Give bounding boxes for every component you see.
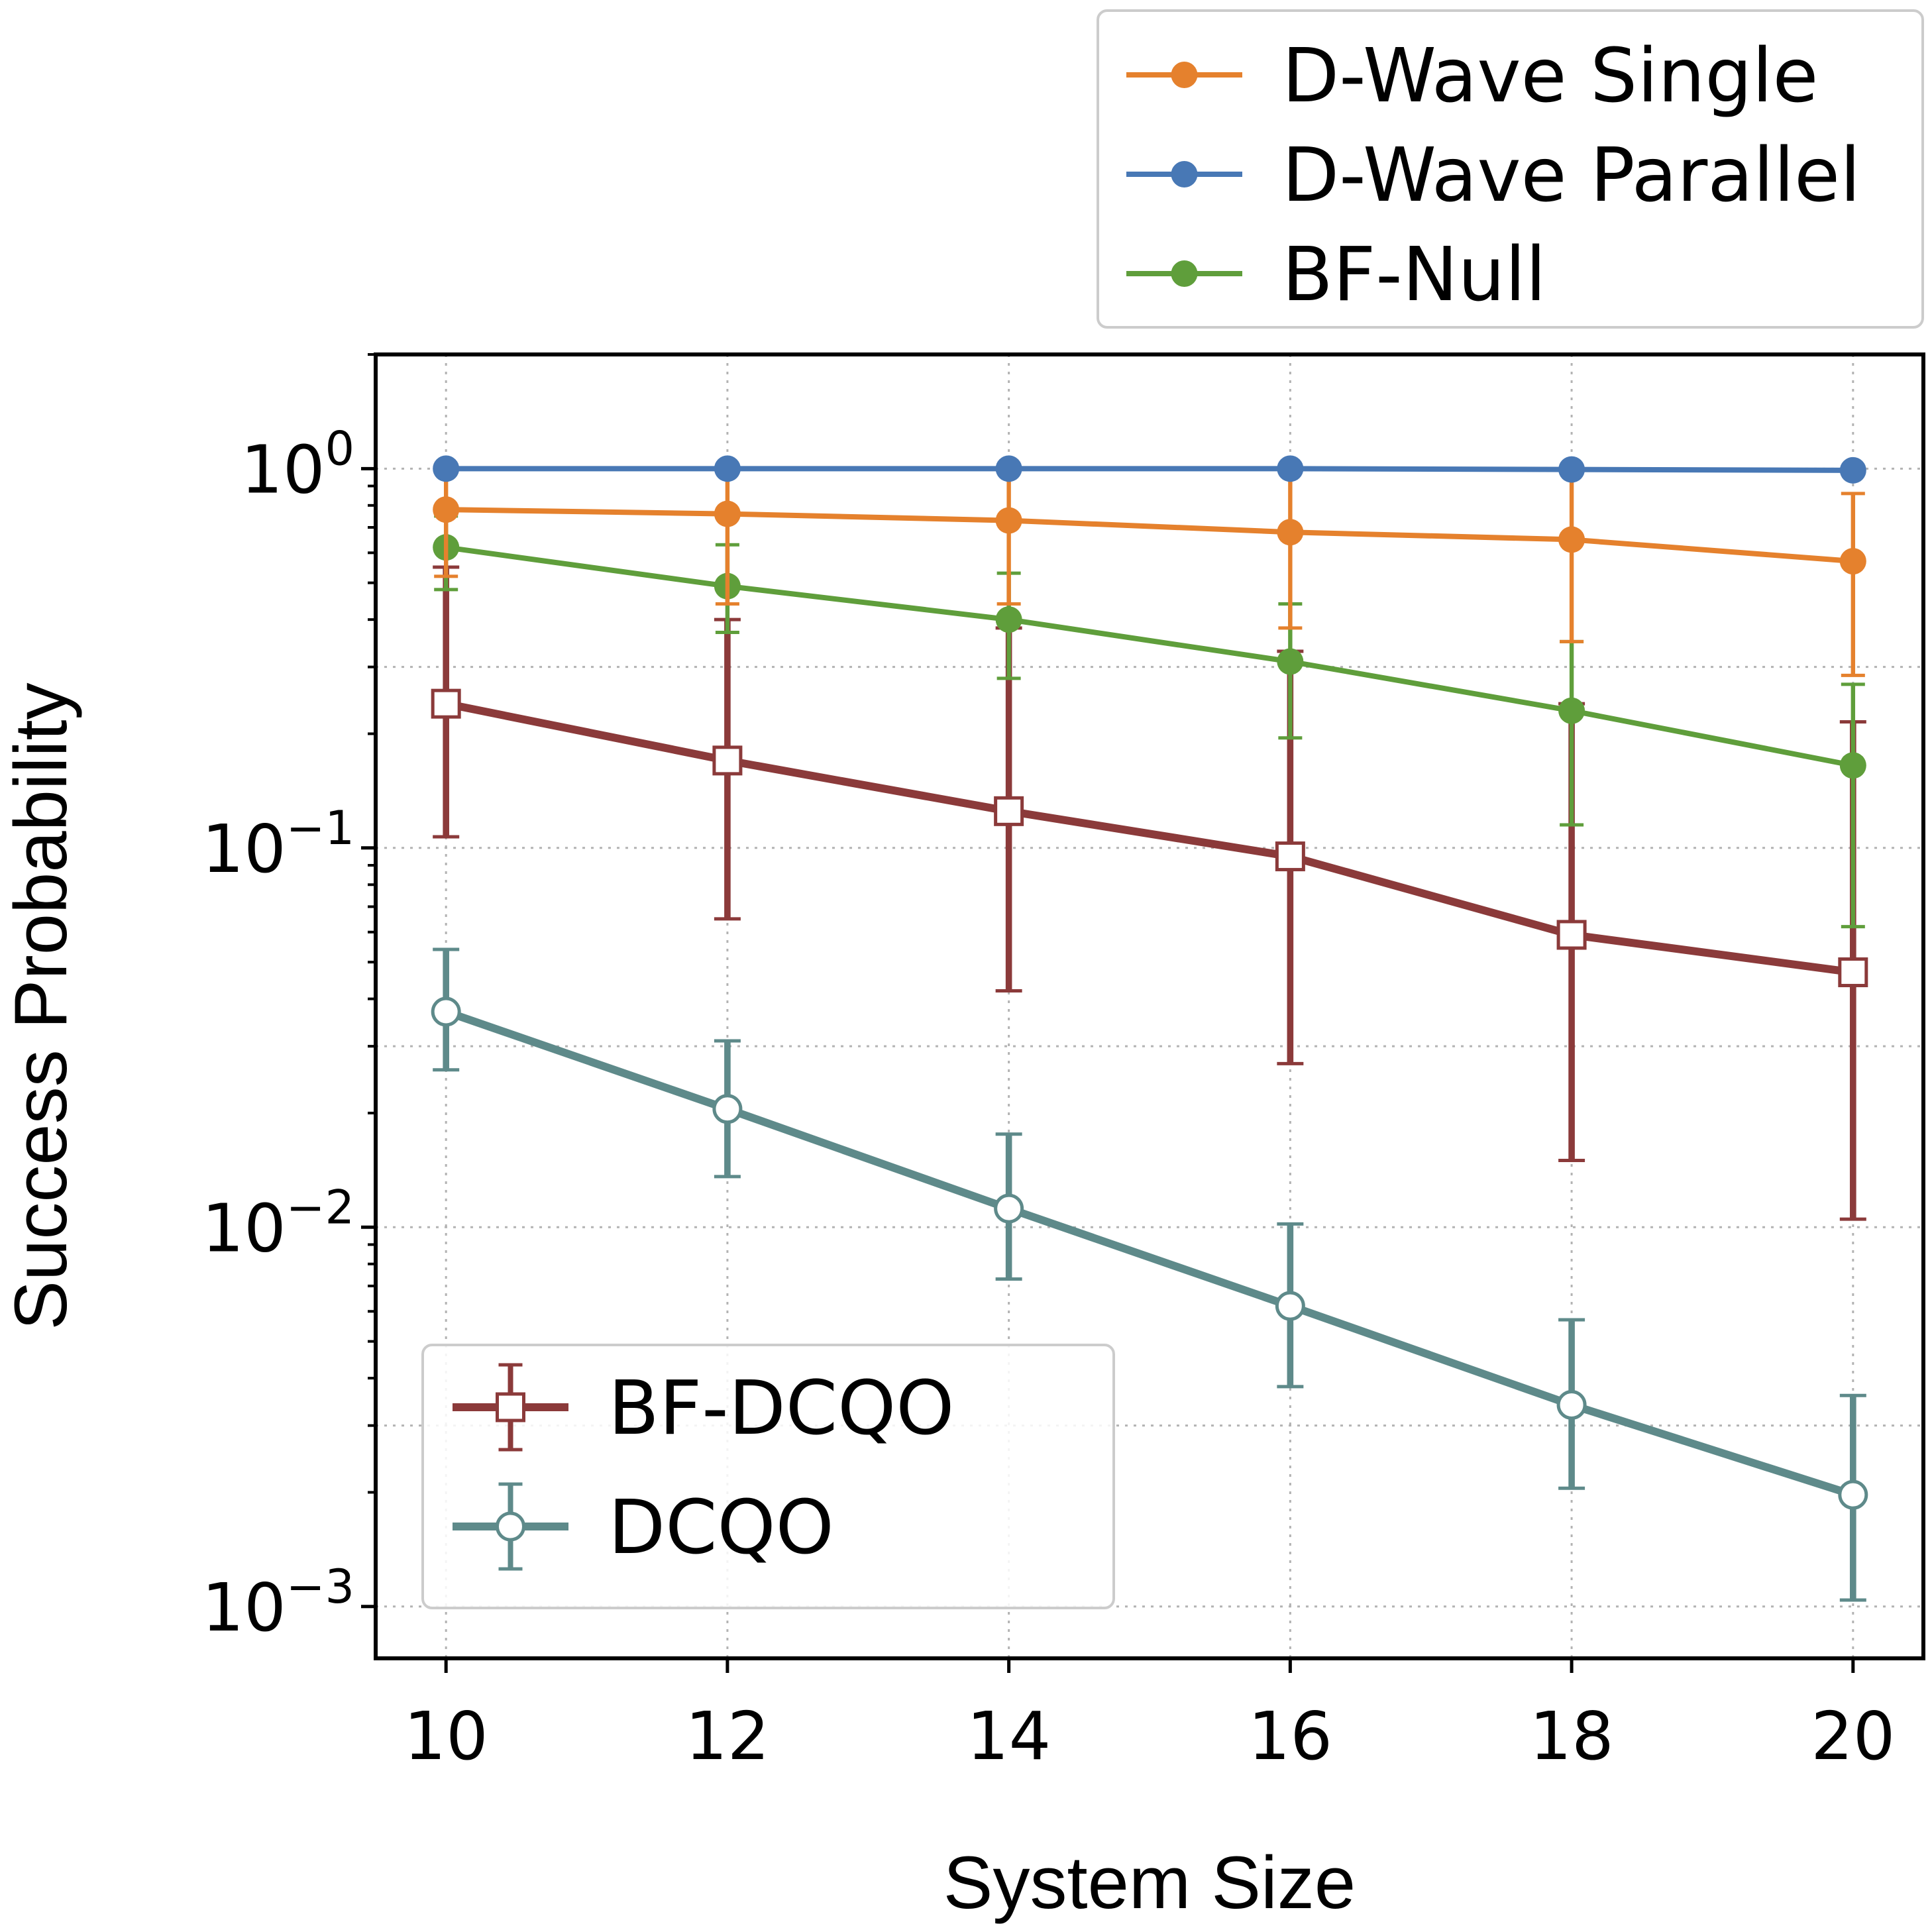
- data-point: [714, 455, 741, 482]
- legend-label: D-Wave Parallel: [1282, 133, 1860, 219]
- data-point: [1558, 526, 1585, 553]
- data-point: [712, 1094, 743, 1124]
- legend-marker: [1171, 62, 1198, 88]
- x-axis-title: System Size: [943, 1841, 1356, 1924]
- x-tick-label: 20: [1811, 1697, 1895, 1775]
- x-tick-label: 12: [685, 1697, 769, 1775]
- data-point: [433, 496, 460, 523]
- data-point: [1558, 456, 1585, 483]
- series-line: [445, 1008, 1854, 1499]
- data-point: [1275, 1291, 1305, 1321]
- y-tick-label: 10−2: [202, 1180, 354, 1267]
- x-tick-label: 16: [1248, 1697, 1332, 1775]
- data-point: [1277, 519, 1304, 546]
- data-point: [1558, 697, 1585, 724]
- data-point: [431, 688, 461, 719]
- data-point: [1838, 1479, 1868, 1510]
- series-line: [446, 466, 1853, 473]
- series-bf-dcqo: [431, 565, 1868, 1221]
- data-point: [994, 1193, 1024, 1224]
- y-tick-label: 100: [241, 421, 354, 508]
- y-tick-label: 10−3: [202, 1560, 354, 1646]
- x-tick-label: 14: [967, 1697, 1051, 1775]
- legend-marker: [496, 1511, 525, 1542]
- data-point: [714, 500, 741, 527]
- legend-label: BF-Null: [1282, 232, 1546, 318]
- axes-layer: 10 12 14 16 18 20 100 10−1 10−2 10−3: [202, 353, 1895, 1775]
- data-point: [433, 455, 460, 482]
- data-point: [1839, 752, 1866, 779]
- legend-marker: [1171, 260, 1198, 287]
- series-dcqo: [431, 947, 1868, 1602]
- data-point: [712, 745, 743, 776]
- data-point: [1839, 548, 1866, 575]
- legend-entry-d-wave-single: D-Wave Single: [1126, 33, 1818, 119]
- data-point: [995, 507, 1022, 534]
- data-point: [1839, 456, 1866, 484]
- x-tick-label: 18: [1529, 1697, 1613, 1775]
- data-point: [995, 455, 1022, 482]
- data-point: [1277, 648, 1304, 675]
- legend-entry-dcqo: DCQO: [453, 1482, 834, 1571]
- legend-entry-bf-dcqo: BF-DCQO: [453, 1363, 954, 1452]
- series-bf-null: [433, 514, 1866, 929]
- data-point: [995, 606, 1022, 633]
- legend-top-frame: [1097, 9, 1924, 329]
- legend-bottom-frame: [421, 1344, 1115, 1609]
- legend-label: D-Wave Single: [1282, 33, 1818, 119]
- data-point: [1556, 1389, 1587, 1420]
- data-point: [1556, 920, 1587, 950]
- data-point: [1275, 841, 1305, 872]
- legend-marker: [496, 1392, 525, 1422]
- data-point: [994, 796, 1024, 826]
- legend-marker: [1171, 161, 1198, 187]
- y-axis-title: Success Probability: [0, 682, 82, 1330]
- series-line: [445, 700, 1854, 977]
- legend-top: D-Wave Single D-Wave Parallel BF-Null: [1097, 9, 1924, 329]
- data-point: [1277, 455, 1304, 482]
- x-tick-label: 10: [404, 1697, 488, 1775]
- legend-bottom: BF-DCQO DCQO: [421, 1344, 1115, 1609]
- series-line: [446, 507, 1854, 564]
- plot-frame: [374, 352, 1925, 1660]
- series-d-wave-parallel: [433, 455, 1866, 484]
- data-point: [431, 996, 461, 1027]
- y-tick-label: 10−1: [202, 801, 354, 888]
- series-line: [445, 545, 1854, 769]
- legend-label: BF-DCQO: [608, 1366, 954, 1452]
- series-layer: [431, 455, 1868, 1602]
- legend-entry-bf-null: BF-Null: [1126, 232, 1546, 318]
- data-point: [1838, 957, 1868, 988]
- legend-entry-d-wave-parallel: D-Wave Parallel: [1126, 133, 1860, 219]
- legend-label: DCQO: [608, 1485, 834, 1571]
- series-d-wave-single: [433, 466, 1866, 677]
